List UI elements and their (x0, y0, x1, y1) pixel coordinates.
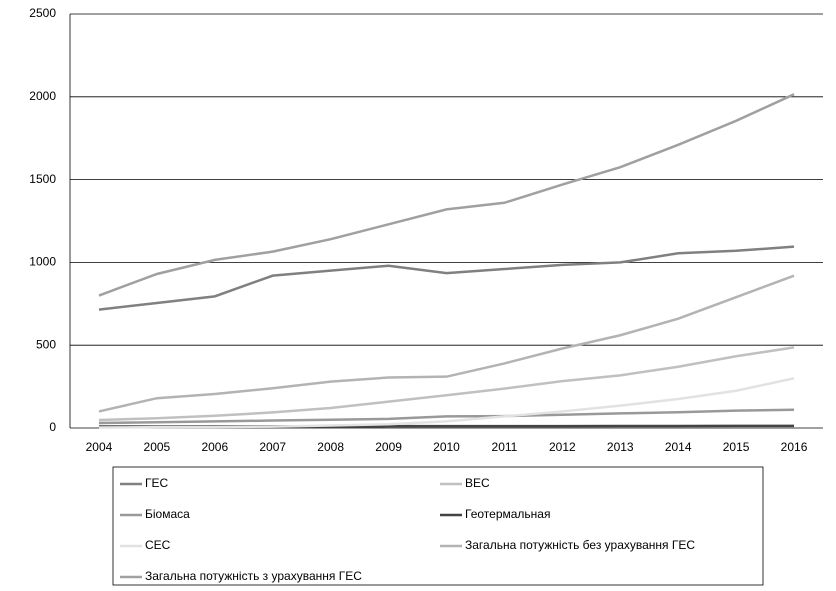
series-line (98, 93, 795, 297)
x-tick-label: 2014 (665, 440, 692, 454)
series-line (98, 245, 795, 311)
legend-label: Біомаса (145, 507, 190, 521)
y-tick-label: 1000 (29, 255, 56, 269)
x-tick-label: 2005 (144, 440, 171, 454)
x-tick-label: 2006 (201, 440, 228, 454)
legend-label: Загальна потужність без урахування ГЕС (465, 538, 695, 552)
series-line (98, 274, 795, 413)
x-tick-label: 2004 (86, 440, 113, 454)
legend-label: Загальна потужність з урахування ГЕС (145, 569, 362, 583)
x-tick-label: 2013 (607, 440, 634, 454)
x-tick-label: 2011 (492, 440, 518, 454)
x-tick-label: 2015 (723, 440, 750, 454)
legend-label: ГЕС (145, 476, 169, 490)
legend-box (112, 466, 764, 586)
legend-label: ВЕС (465, 476, 490, 490)
x-tick-label: 2008 (317, 440, 344, 454)
series-line (98, 377, 795, 429)
y-tick-label: 500 (36, 337, 56, 351)
y-tick-label: 0 (49, 420, 56, 434)
x-tick-label: 2009 (375, 440, 402, 454)
y-tick-label: 2000 (29, 89, 56, 103)
series-line (98, 346, 795, 422)
series-line (98, 408, 795, 425)
x-tick-label: 2010 (433, 440, 460, 454)
y-tick-label: 2500 (29, 6, 56, 20)
x-tick-label: 2007 (259, 440, 286, 454)
legend-label: СЕС (145, 538, 171, 552)
x-tick-label: 2016 (781, 440, 808, 454)
x-tick-label: 2012 (549, 440, 576, 454)
legend-label: Геотермальная (465, 507, 550, 521)
y-tick-label: 1500 (29, 172, 56, 186)
